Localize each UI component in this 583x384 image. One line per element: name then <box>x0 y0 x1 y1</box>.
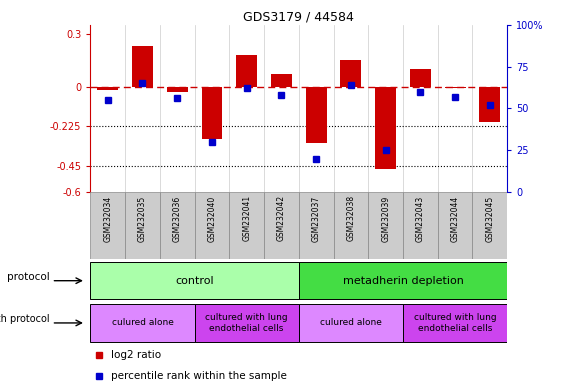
Bar <box>299 262 507 300</box>
Bar <box>236 55 257 86</box>
Text: growth protocol: growth protocol <box>0 314 50 324</box>
Text: percentile rank within the sample: percentile rank within the sample <box>111 371 287 381</box>
Text: control: control <box>175 276 214 286</box>
Bar <box>97 86 118 90</box>
Text: GSM232040: GSM232040 <box>208 195 216 242</box>
Text: GSM232039: GSM232039 <box>381 195 390 242</box>
Bar <box>340 60 361 86</box>
Bar <box>195 304 298 342</box>
Bar <box>445 86 465 88</box>
Bar <box>125 192 160 259</box>
Bar <box>410 69 431 86</box>
Bar <box>305 86 326 143</box>
Text: GSM232035: GSM232035 <box>138 195 147 242</box>
Bar <box>472 192 507 259</box>
Text: GSM232044: GSM232044 <box>451 195 459 242</box>
Bar <box>167 86 188 92</box>
Text: cultured with lung
endothelial cells: cultured with lung endothelial cells <box>205 313 288 333</box>
Text: metadherin depletion: metadherin depletion <box>343 276 463 286</box>
Bar <box>299 192 333 259</box>
Bar <box>90 262 299 300</box>
Text: culured alone: culured alone <box>111 318 173 328</box>
Text: GSM232036: GSM232036 <box>173 195 182 242</box>
Bar <box>264 192 298 259</box>
Bar <box>375 86 396 169</box>
Bar <box>479 86 500 122</box>
Text: GSM232034: GSM232034 <box>103 195 113 242</box>
Bar <box>132 46 153 86</box>
Bar <box>202 86 222 139</box>
Bar <box>438 192 472 259</box>
Bar <box>229 192 264 259</box>
Text: GSM232041: GSM232041 <box>242 195 251 242</box>
Text: culured alone: culured alone <box>320 318 382 328</box>
Bar <box>90 192 125 259</box>
Text: GSM232042: GSM232042 <box>277 195 286 242</box>
Text: protocol: protocol <box>7 271 50 281</box>
Bar <box>195 192 229 259</box>
Bar <box>333 192 368 259</box>
Bar <box>368 192 403 259</box>
Text: cultured with lung
endothelial cells: cultured with lung endothelial cells <box>414 313 496 333</box>
Title: GDS3179 / 44584: GDS3179 / 44584 <box>243 11 354 24</box>
Bar <box>299 304 403 342</box>
Text: GSM232038: GSM232038 <box>346 195 356 242</box>
Bar <box>403 304 507 342</box>
Bar <box>90 304 195 342</box>
Bar <box>271 74 292 86</box>
Bar <box>160 192 195 259</box>
Text: GSM232045: GSM232045 <box>485 195 494 242</box>
Text: log2 ratio: log2 ratio <box>111 350 161 360</box>
Bar <box>403 192 438 259</box>
Text: GSM232037: GSM232037 <box>312 195 321 242</box>
Text: GSM232043: GSM232043 <box>416 195 425 242</box>
